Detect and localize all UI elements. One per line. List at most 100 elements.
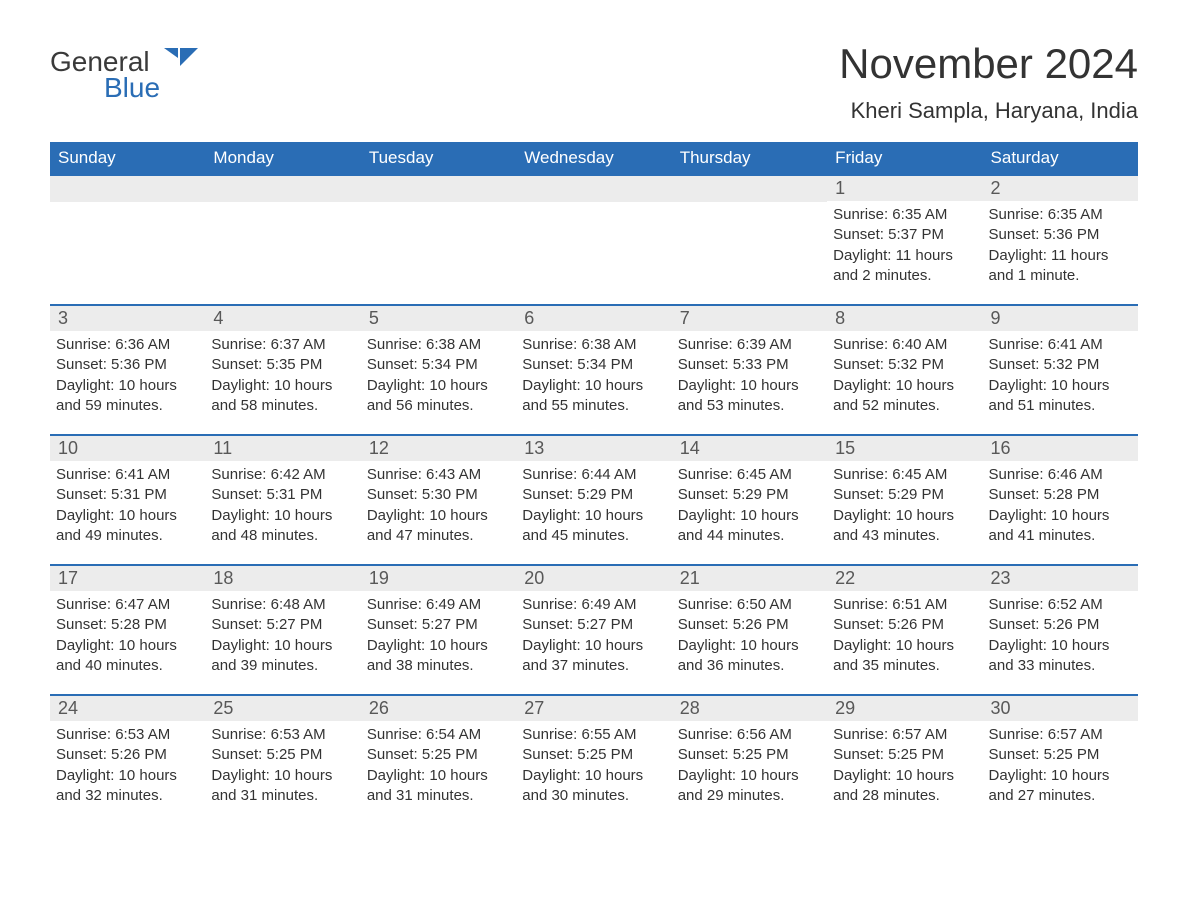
sunrise-text: Sunrise: 6:39 AM [678,335,821,355]
calendar-week-row: 3Sunrise: 6:36 AMSunset: 5:36 PMDaylight… [50,305,1138,435]
day-content: Sunrise: 6:44 AMSunset: 5:29 PMDaylight:… [516,461,671,556]
day-content: Sunrise: 6:37 AMSunset: 5:35 PMDaylight:… [205,331,360,426]
day-content: Sunrise: 6:49 AMSunset: 5:27 PMDaylight:… [516,591,671,686]
calendar-cell: 23Sunrise: 6:52 AMSunset: 5:26 PMDayligh… [983,565,1138,695]
calendar-cell: 24Sunrise: 6:53 AMSunset: 5:26 PMDayligh… [50,695,205,825]
calendar-cell: 3Sunrise: 6:36 AMSunset: 5:36 PMDaylight… [50,305,205,435]
daylight-text: Daylight: 10 hours and 44 minutes. [678,506,821,547]
daylight-text: Daylight: 10 hours and 40 minutes. [56,636,199,677]
sunrise-text: Sunrise: 6:35 AM [989,205,1132,225]
sunrise-text: Sunrise: 6:48 AM [211,595,354,615]
flag-icon [164,48,198,70]
daylight-text: Daylight: 10 hours and 27 minutes. [989,766,1132,807]
calendar-cell: 20Sunrise: 6:49 AMSunset: 5:27 PMDayligh… [516,565,671,695]
calendar-cell: 18Sunrise: 6:48 AMSunset: 5:27 PMDayligh… [205,565,360,695]
calendar-week-row: 10Sunrise: 6:41 AMSunset: 5:31 PMDayligh… [50,435,1138,565]
day-number: 11 [205,436,360,461]
day-content: Sunrise: 6:46 AMSunset: 5:28 PMDaylight:… [983,461,1138,556]
sunrise-text: Sunrise: 6:49 AM [522,595,665,615]
sunrise-text: Sunrise: 6:38 AM [367,335,510,355]
calendar-body: 1Sunrise: 6:35 AMSunset: 5:37 PMDaylight… [50,175,1138,825]
sunrise-text: Sunrise: 6:52 AM [989,595,1132,615]
day-content: Sunrise: 6:36 AMSunset: 5:36 PMDaylight:… [50,331,205,426]
daylight-text: Daylight: 10 hours and 39 minutes. [211,636,354,677]
daylight-text: Daylight: 10 hours and 52 minutes. [833,376,976,417]
calendar-cell: 29Sunrise: 6:57 AMSunset: 5:25 PMDayligh… [827,695,982,825]
calendar-week-row: 17Sunrise: 6:47 AMSunset: 5:28 PMDayligh… [50,565,1138,695]
dow-header: Wednesday [516,142,671,175]
day-content: Sunrise: 6:43 AMSunset: 5:30 PMDaylight:… [361,461,516,556]
day-content: Sunrise: 6:47 AMSunset: 5:28 PMDaylight:… [50,591,205,686]
day-number: 3 [50,306,205,331]
day-number: 6 [516,306,671,331]
day-number: 12 [361,436,516,461]
sunset-text: Sunset: 5:33 PM [678,355,821,375]
day-number: 22 [827,566,982,591]
dow-header: Saturday [983,142,1138,175]
sunrise-text: Sunrise: 6:50 AM [678,595,821,615]
calendar-cell: 12Sunrise: 6:43 AMSunset: 5:30 PMDayligh… [361,435,516,565]
sunrise-text: Sunrise: 6:41 AM [989,335,1132,355]
calendar-cell: 4Sunrise: 6:37 AMSunset: 5:35 PMDaylight… [205,305,360,435]
daylight-text: Daylight: 10 hours and 28 minutes. [833,766,976,807]
calendar-cell [516,175,671,305]
day-number: 28 [672,696,827,721]
daylight-text: Daylight: 10 hours and 49 minutes. [56,506,199,547]
day-number: 9 [983,306,1138,331]
day-number: 14 [672,436,827,461]
day-number: 23 [983,566,1138,591]
sunset-text: Sunset: 5:34 PM [522,355,665,375]
daylight-text: Daylight: 10 hours and 48 minutes. [211,506,354,547]
dow-header: Tuesday [361,142,516,175]
empty-daynum [50,176,205,202]
daylight-text: Daylight: 10 hours and 51 minutes. [989,376,1132,417]
sunset-text: Sunset: 5:27 PM [211,615,354,635]
day-number: 16 [983,436,1138,461]
dow-header: Friday [827,142,982,175]
calendar-cell: 25Sunrise: 6:53 AMSunset: 5:25 PMDayligh… [205,695,360,825]
day-content: Sunrise: 6:42 AMSunset: 5:31 PMDaylight:… [205,461,360,556]
day-number: 21 [672,566,827,591]
day-content: Sunrise: 6:57 AMSunset: 5:25 PMDaylight:… [983,721,1138,816]
sunrise-text: Sunrise: 6:57 AM [833,725,976,745]
day-content: Sunrise: 6:35 AMSunset: 5:37 PMDaylight:… [827,201,982,296]
sunset-text: Sunset: 5:29 PM [833,485,976,505]
day-content: Sunrise: 6:40 AMSunset: 5:32 PMDaylight:… [827,331,982,426]
day-number: 17 [50,566,205,591]
daylight-text: Daylight: 10 hours and 43 minutes. [833,506,976,547]
sunrise-text: Sunrise: 6:41 AM [56,465,199,485]
daylight-text: Daylight: 10 hours and 30 minutes. [522,766,665,807]
calendar-week-row: 24Sunrise: 6:53 AMSunset: 5:26 PMDayligh… [50,695,1138,825]
daylight-text: Daylight: 10 hours and 56 minutes. [367,376,510,417]
sunrise-text: Sunrise: 6:56 AM [678,725,821,745]
calendar-cell: 9Sunrise: 6:41 AMSunset: 5:32 PMDaylight… [983,305,1138,435]
sunrise-text: Sunrise: 6:53 AM [56,725,199,745]
sunset-text: Sunset: 5:25 PM [522,745,665,765]
calendar-cell: 5Sunrise: 6:38 AMSunset: 5:34 PMDaylight… [361,305,516,435]
calendar-header-row: Sunday Monday Tuesday Wednesday Thursday… [50,142,1138,175]
empty-daynum [361,176,516,202]
empty-daynum [672,176,827,202]
sunset-text: Sunset: 5:36 PM [56,355,199,375]
day-content: Sunrise: 6:35 AMSunset: 5:36 PMDaylight:… [983,201,1138,296]
sunset-text: Sunset: 5:26 PM [989,615,1132,635]
sunset-text: Sunset: 5:34 PM [367,355,510,375]
day-content: Sunrise: 6:38 AMSunset: 5:34 PMDaylight:… [516,331,671,426]
sunset-text: Sunset: 5:37 PM [833,225,976,245]
sunset-text: Sunset: 5:30 PM [367,485,510,505]
calendar-cell: 16Sunrise: 6:46 AMSunset: 5:28 PMDayligh… [983,435,1138,565]
calendar-cell [672,175,827,305]
day-number: 26 [361,696,516,721]
calendar-cell [50,175,205,305]
day-number: 2 [983,176,1138,201]
day-number: 4 [205,306,360,331]
sunset-text: Sunset: 5:25 PM [367,745,510,765]
day-number: 15 [827,436,982,461]
calendar-week-row: 1Sunrise: 6:35 AMSunset: 5:37 PMDaylight… [50,175,1138,305]
sunrise-text: Sunrise: 6:38 AM [522,335,665,355]
daylight-text: Daylight: 10 hours and 59 minutes. [56,376,199,417]
brand-logo: General Blue [50,40,198,102]
calendar-table: Sunday Monday Tuesday Wednesday Thursday… [50,142,1138,825]
day-content: Sunrise: 6:41 AMSunset: 5:32 PMDaylight:… [983,331,1138,426]
empty-daynum [516,176,671,202]
